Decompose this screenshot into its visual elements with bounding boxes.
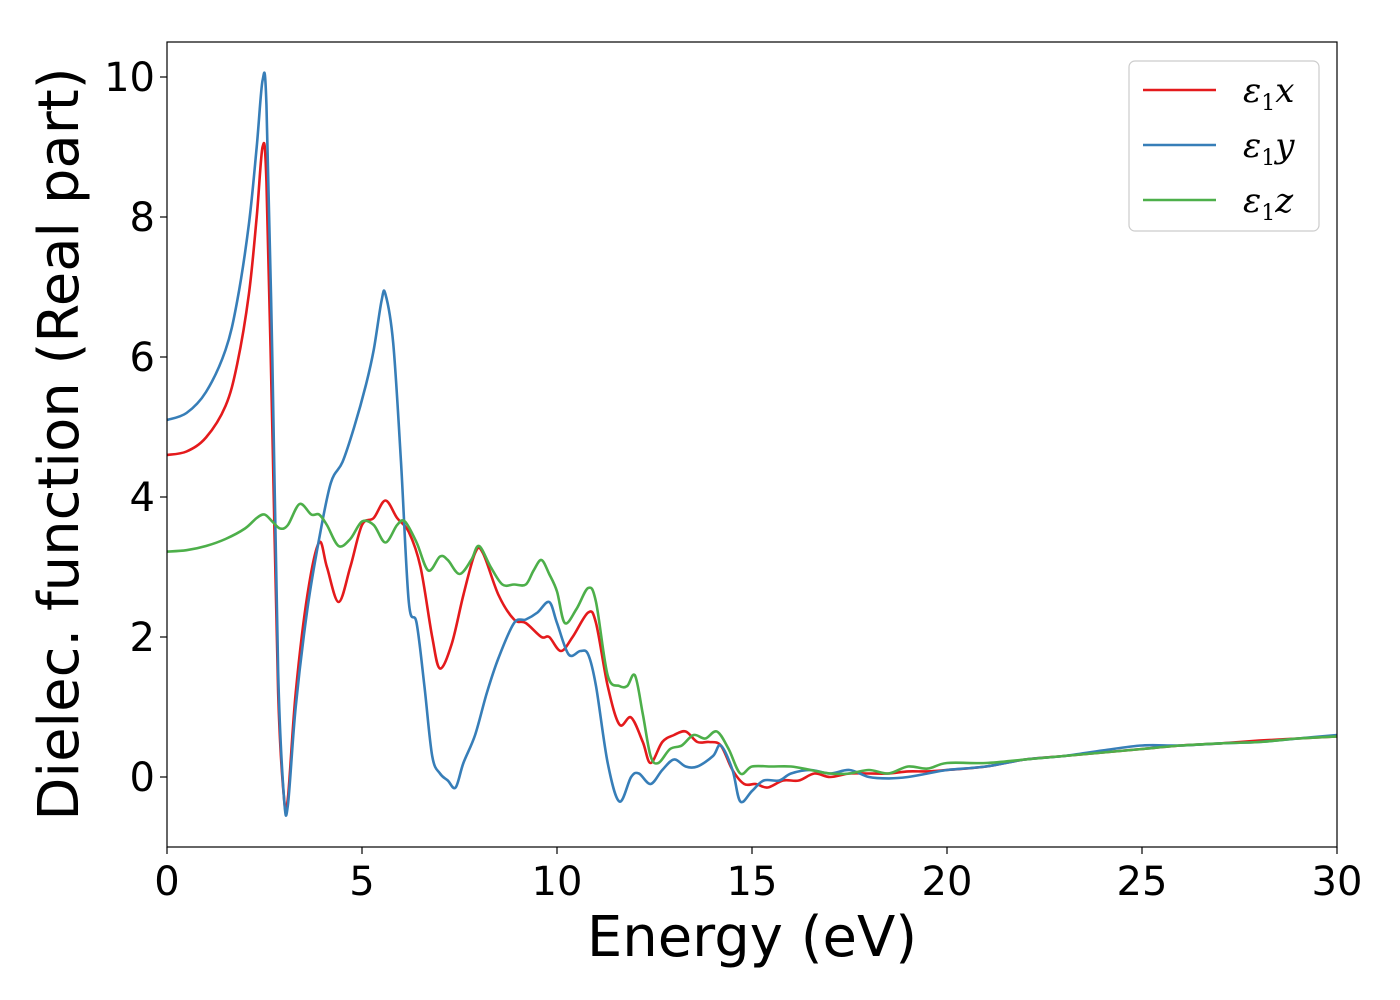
- legend-label-x: ε1x: [1243, 71, 1294, 116]
- series-line-y: [167, 71, 1337, 817]
- legend-label-y: ε1y: [1243, 126, 1295, 171]
- x-tick-label: 25: [1117, 859, 1168, 905]
- legend-label-z: ε1z: [1243, 181, 1294, 226]
- x-tick-label: 15: [727, 859, 778, 905]
- legend: ε1x ε1y ε1z: [1128, 60, 1320, 232]
- y-tick-label: 6: [130, 335, 155, 381]
- y-axis-ticks: 0 2 4 6 8 10: [104, 55, 167, 801]
- x-tick-label: 5: [349, 859, 374, 905]
- x-axis-title: Energy (eV): [587, 905, 917, 970]
- y-tick-label: 0: [130, 755, 155, 801]
- legend-box: [1128, 60, 1320, 232]
- x-tick-label: 30: [1312, 859, 1363, 905]
- y-tick-label: 4: [130, 475, 155, 521]
- series-lines: [167, 71, 1337, 817]
- y-tick-label: 8: [130, 195, 155, 241]
- y-tick-label: 2: [130, 615, 155, 661]
- x-tick-label: 0: [154, 859, 179, 905]
- x-tick-label: 20: [922, 859, 973, 905]
- y-axis-title: Dielec. function (Real part): [27, 67, 92, 820]
- series-line-x: [167, 141, 1337, 813]
- y-tick-label: 10: [104, 55, 155, 101]
- x-axis-ticks: 0 5 10 15 20 25 30: [154, 847, 1362, 905]
- series-line-z: [167, 502, 1337, 776]
- x-tick-label: 10: [532, 859, 583, 905]
